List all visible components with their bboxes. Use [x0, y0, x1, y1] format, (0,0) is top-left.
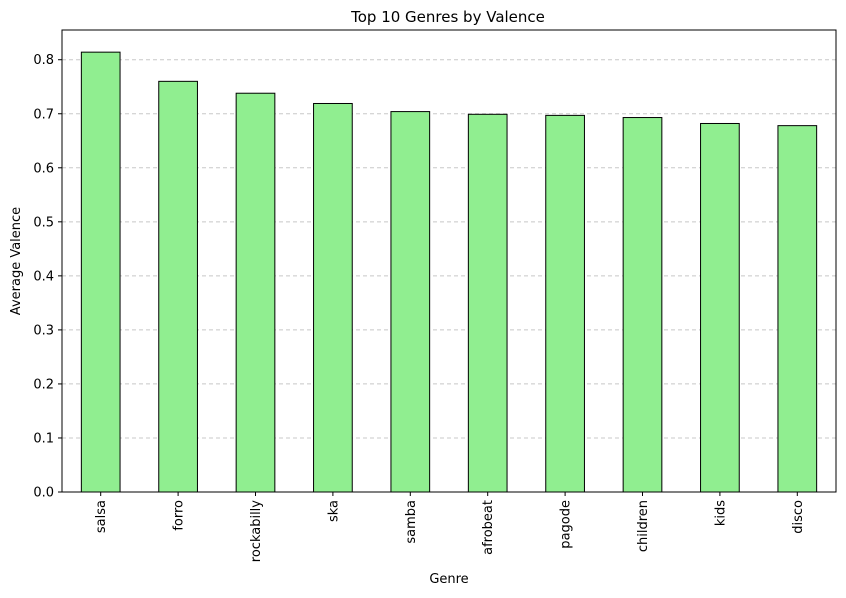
bar-disco	[777, 125, 818, 493]
y-tick-label: 0.5	[33, 215, 54, 230]
bars	[80, 51, 818, 493]
plot-frame	[61, 29, 837, 493]
bar-ska	[313, 102, 353, 493]
y-tick-label: 0.4	[33, 269, 54, 284]
x-tick-label: ska	[326, 500, 341, 522]
x-tick-label: rockabilly	[249, 500, 264, 563]
chart-title: Top 10 Genres by Valence	[350, 8, 545, 26]
bar-rockabilly	[235, 92, 276, 493]
y-tick-label: 0.1	[33, 431, 54, 446]
x-axis: salsa forro rockabilly ska samba afrobeat pago…	[94, 492, 806, 562]
y-tick-label: 0.2	[33, 377, 54, 392]
y-tick-label: 0.6	[33, 161, 54, 176]
x-tick-label: pagode	[559, 500, 574, 549]
y-tick-label: 0.8	[33, 53, 54, 68]
x-axis-label: Genre	[429, 572, 468, 587]
x-tick-label: kids	[713, 500, 728, 526]
bar-afrobeat	[467, 113, 508, 493]
bar-kids	[700, 122, 740, 493]
y-tick-label: 0.0	[33, 486, 54, 501]
bar-samba	[390, 111, 431, 493]
x-tick-label: children	[636, 500, 651, 552]
x-tick-label: disco	[791, 500, 806, 534]
x-tick-label: salsa	[94, 500, 109, 533]
y-tick-label: 0.3	[33, 323, 54, 338]
bar-children	[622, 117, 663, 493]
y-axis: 0.0 0.1 0.2 0.3 0.4 0.5 0.6 0.7 0.8	[33, 53, 62, 501]
x-tick-label: afrobeat	[481, 500, 496, 555]
y-axis-label: Average Valence	[9, 207, 24, 315]
bar-forro	[158, 80, 198, 493]
y-tick-label: 0.7	[33, 107, 54, 122]
x-tick-label: samba	[404, 500, 419, 544]
bar-salsa	[80, 51, 121, 493]
bar-pagode	[545, 114, 585, 493]
x-tick-label: forro	[172, 500, 187, 531]
